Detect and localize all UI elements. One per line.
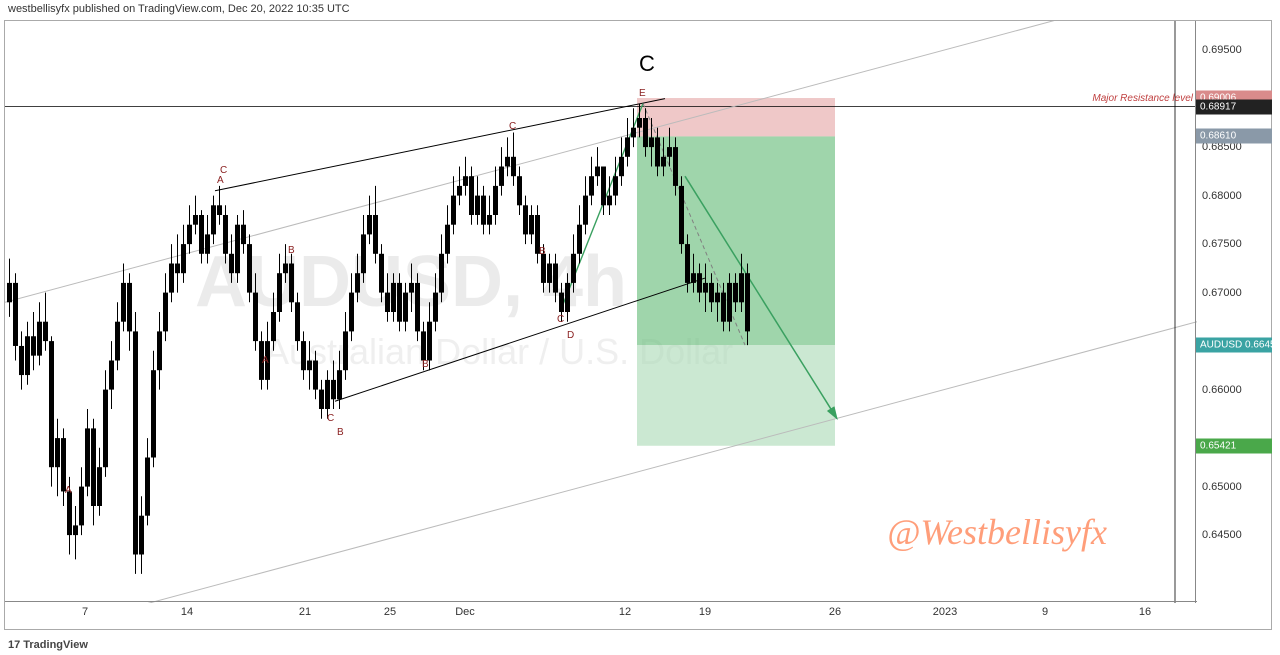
wave-label: B: [288, 245, 295, 256]
y-tick: 0.66000: [1202, 384, 1242, 396]
x-tick: 25: [384, 606, 396, 618]
chart-container: AUDUSD, 4h Australian Dollar / U.S. Doll…: [4, 20, 1272, 630]
x-tick: 14: [181, 606, 193, 618]
x-tick: 12: [619, 606, 631, 618]
wave-label: C: [557, 314, 564, 325]
x-axis: 7 14 21 25 Dec 12 19 26 2023 9 16: [5, 601, 1197, 629]
tradingview-logo: 17 TradingView: [8, 639, 88, 651]
price-badge: 0.65421: [1196, 438, 1272, 453]
wave-label: B: [422, 359, 429, 370]
wave-label: E: [639, 88, 646, 99]
price-badge: AUDUSD 0.66459: [1196, 338, 1272, 353]
x-tick: Dec: [455, 606, 475, 618]
y-tick: 0.68000: [1202, 190, 1242, 202]
wave-c-label: C: [639, 51, 655, 77]
plot-area[interactable]: AUDUSD, 4h Australian Dollar / U.S. Doll…: [5, 21, 1197, 603]
wave-label: A: [65, 485, 72, 496]
x-tick: 19: [699, 606, 711, 618]
wave-label: D: [567, 330, 574, 341]
x-tick: 16: [1139, 606, 1151, 618]
signature: @Westbellisyfx: [887, 511, 1107, 553]
x-tick: 2023: [933, 606, 957, 618]
y-tick: 0.69500: [1202, 44, 1242, 56]
y-tick: 0.67000: [1202, 287, 1242, 299]
y-axis: 0.695000.685000.680000.675000.670000.660…: [1195, 21, 1271, 603]
x-tick: 26: [829, 606, 841, 618]
x-tick: 9: [1042, 606, 1048, 618]
price-badge: 0.68917: [1196, 99, 1272, 114]
price-badge: 0.68610: [1196, 129, 1272, 144]
resistance-label: Major Resistance level: [1092, 93, 1193, 104]
publish-header: westbellisyfx published on TradingView.c…: [8, 3, 350, 15]
x-tick: 21: [299, 606, 311, 618]
wave-label: C: [327, 413, 334, 424]
wave-label: C: [220, 165, 227, 176]
wave-label: A: [262, 355, 269, 366]
wave-label: A: [217, 175, 224, 186]
wave-label: B: [539, 246, 546, 257]
y-tick: 0.67500: [1202, 238, 1242, 250]
y-tick: 0.64500: [1202, 529, 1242, 541]
wave-label: B: [337, 427, 344, 438]
y-tick: 0.65000: [1202, 481, 1242, 493]
x-tick: 7: [82, 606, 88, 618]
wave-label: C: [509, 121, 516, 132]
